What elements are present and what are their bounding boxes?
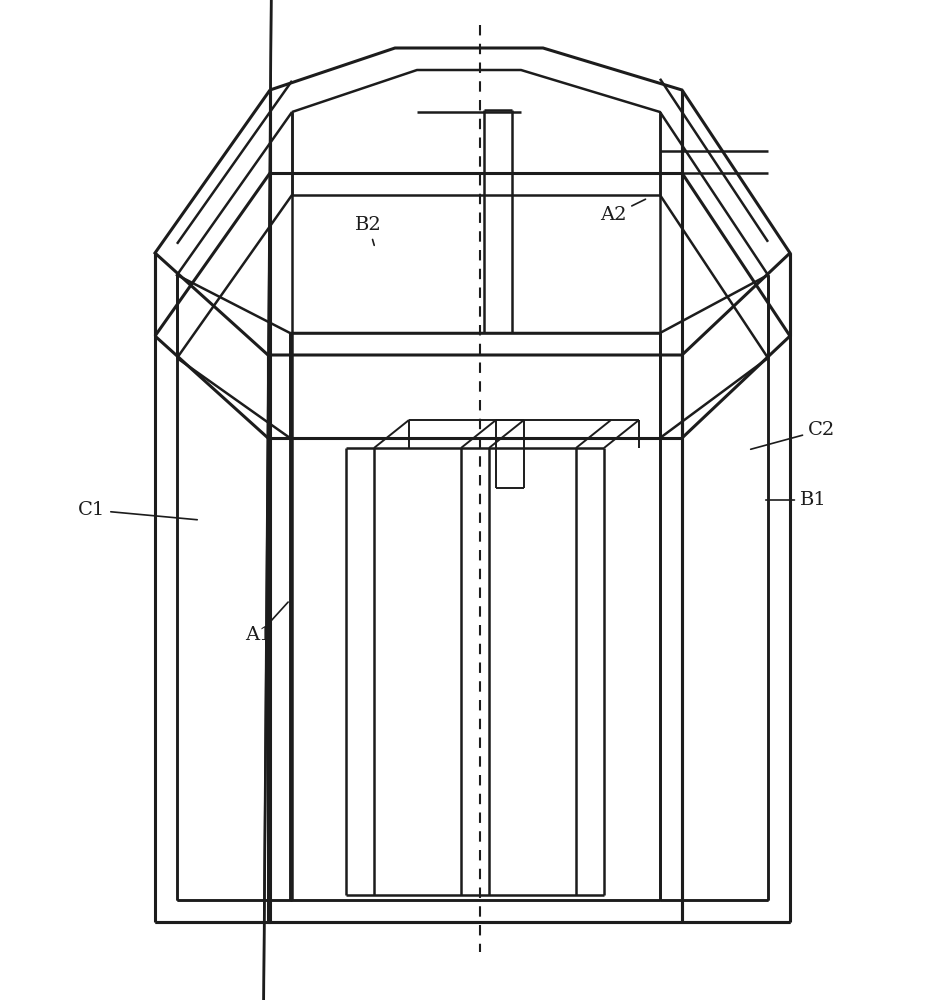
Text: C2: C2 [750, 421, 834, 449]
Text: C1: C1 [78, 501, 197, 520]
Text: A2: A2 [599, 199, 645, 224]
Text: A1: A1 [244, 602, 288, 644]
Text: B2: B2 [355, 216, 381, 245]
Text: B1: B1 [765, 491, 826, 509]
